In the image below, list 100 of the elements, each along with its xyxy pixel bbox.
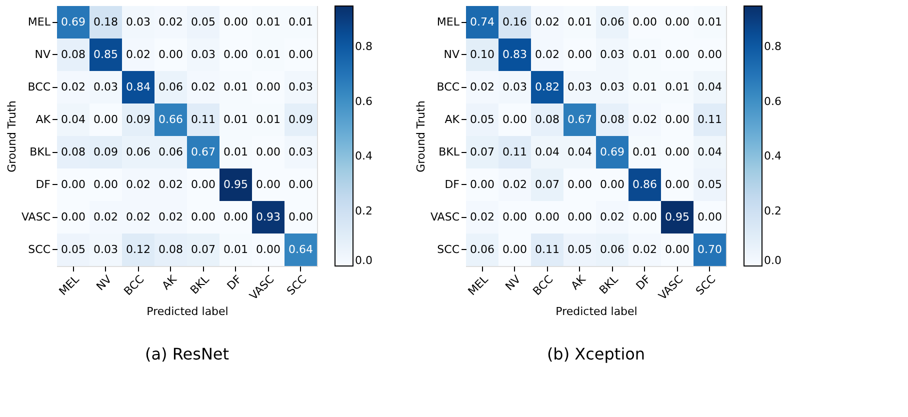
- data-label: 0.05: [698, 178, 722, 191]
- data-label: 0.02: [632, 242, 657, 256]
- data-label: 0.07: [535, 178, 560, 191]
- data-label: 0.00: [698, 48, 722, 61]
- data-label: 0.03: [94, 242, 118, 256]
- data-label: 0.06: [600, 15, 624, 28]
- data-label: 0.09: [94, 145, 118, 158]
- data-label: 0.01: [256, 112, 280, 126]
- y-tick-label: NV: [444, 48, 460, 61]
- data-label: 0.01: [224, 242, 248, 256]
- data-label: 0.01: [224, 80, 248, 94]
- data-label: 0.00: [288, 48, 313, 61]
- y-tick-label: DF: [36, 178, 50, 191]
- data-label: 0.74: [470, 15, 494, 28]
- data-label: 0.02: [158, 210, 183, 224]
- data-label: 0.03: [600, 80, 624, 94]
- y-axis-title: Ground Truth: [414, 100, 428, 172]
- data-label: 0.00: [665, 15, 690, 28]
- data-label: 0.70: [698, 242, 722, 256]
- data-label: 0.00: [191, 178, 216, 191]
- data-label: 0.01: [288, 15, 313, 28]
- data-label: 0.00: [224, 210, 248, 224]
- x-tick-label: MEL: [56, 272, 82, 298]
- color-bar-label: 0.4: [764, 150, 782, 163]
- data-label: 0.02: [470, 80, 494, 94]
- data-label: 0.09: [126, 112, 150, 126]
- data-label: 0.00: [632, 15, 657, 28]
- data-label: 0.05: [61, 242, 86, 256]
- data-label: 0.95: [665, 210, 690, 224]
- data-label: 0.05: [568, 242, 592, 256]
- y-tick-label: SCC: [28, 242, 51, 256]
- data-label: 0.08: [535, 112, 560, 126]
- data-label: 0.02: [126, 48, 150, 61]
- text: (b) Xception: [546, 344, 646, 364]
- data-label: 0.00: [568, 48, 592, 61]
- data-label: 0.85: [94, 48, 118, 61]
- y-axis-title: Ground Truth: [5, 100, 18, 172]
- data-label: 0.00: [224, 15, 248, 28]
- data-label: 0.02: [600, 210, 624, 224]
- data-label: 0.06: [158, 80, 183, 94]
- data-label: 0.07: [470, 145, 494, 158]
- x-tick-label: NV: [502, 272, 524, 294]
- x-tick-label: BKL: [188, 272, 212, 297]
- data-label: 0.00: [698, 210, 722, 224]
- data-label: 0.03: [288, 80, 313, 94]
- data-label: 0.02: [470, 210, 494, 224]
- y-tick-label: MEL: [436, 15, 460, 28]
- x-tick-label: BKL: [596, 272, 622, 297]
- data-label: 0.67: [568, 112, 592, 126]
- data-label: 0.00: [94, 178, 118, 191]
- data-label: 0.06: [600, 242, 624, 256]
- data-label: 0.02: [61, 80, 86, 94]
- data-label: 0.09: [288, 112, 313, 126]
- data-label: 0.83: [502, 48, 527, 61]
- data-label: 0.00: [470, 178, 494, 191]
- data-label: 0.05: [470, 112, 494, 126]
- data-label: 0.01: [665, 80, 690, 94]
- data-label: 0.00: [256, 145, 280, 158]
- data-label: 0.84: [126, 80, 150, 94]
- color-bar-label: 0.4: [355, 150, 372, 163]
- data-label: 0.02: [632, 112, 657, 126]
- data-label: 0.01: [632, 48, 657, 61]
- data-label: 0.03: [288, 145, 313, 158]
- data-label: 0.64: [288, 242, 313, 256]
- x-axis-title: Predicted label: [146, 304, 228, 318]
- x-tick-label: NV: [94, 272, 115, 294]
- data-label: 0.01: [256, 15, 280, 28]
- data-label: 0.86: [632, 178, 657, 191]
- y-tick-label: BCC: [436, 80, 460, 94]
- data-label: 0.12: [126, 242, 150, 256]
- x-tick-label: DF: [634, 272, 654, 292]
- x-tick-label: AK: [160, 272, 180, 292]
- data-label: 0.00: [600, 178, 624, 191]
- data-label: 0.02: [191, 80, 216, 94]
- x-tick-label: MEL: [466, 272, 492, 298]
- x-tick-label: DF: [224, 272, 244, 292]
- data-label: 0.01: [698, 15, 722, 28]
- data-label: 0.03: [94, 80, 118, 94]
- data-label: 0.00: [61, 210, 86, 224]
- data-label: 0.06: [126, 145, 150, 158]
- data-label: 0.04: [568, 145, 592, 158]
- data-label: 0.00: [94, 112, 118, 126]
- x-axis-title: Predicted label: [556, 304, 638, 318]
- data-label: 0.00: [665, 112, 690, 126]
- data-label: 0.66: [158, 112, 183, 126]
- data-label: 0.00: [288, 210, 313, 224]
- data-label: 0.04: [698, 80, 722, 94]
- data-label: 0.00: [502, 242, 527, 256]
- color-bar-label: 0.8: [764, 40, 782, 54]
- data-label: 0.00: [568, 210, 592, 224]
- data-label: 0.00: [665, 178, 690, 191]
- data-label: 0.00: [665, 242, 690, 256]
- color-bar-label: 0.2: [355, 204, 372, 218]
- data-label: 0.00: [665, 145, 690, 158]
- data-label: 0.01: [256, 48, 280, 61]
- data-label: 0.00: [632, 210, 657, 224]
- data-label: 0.11: [502, 145, 527, 158]
- data-label: 0.02: [535, 15, 560, 28]
- data-label: 0.04: [535, 145, 560, 158]
- color-bar-label: 0.2: [764, 204, 782, 218]
